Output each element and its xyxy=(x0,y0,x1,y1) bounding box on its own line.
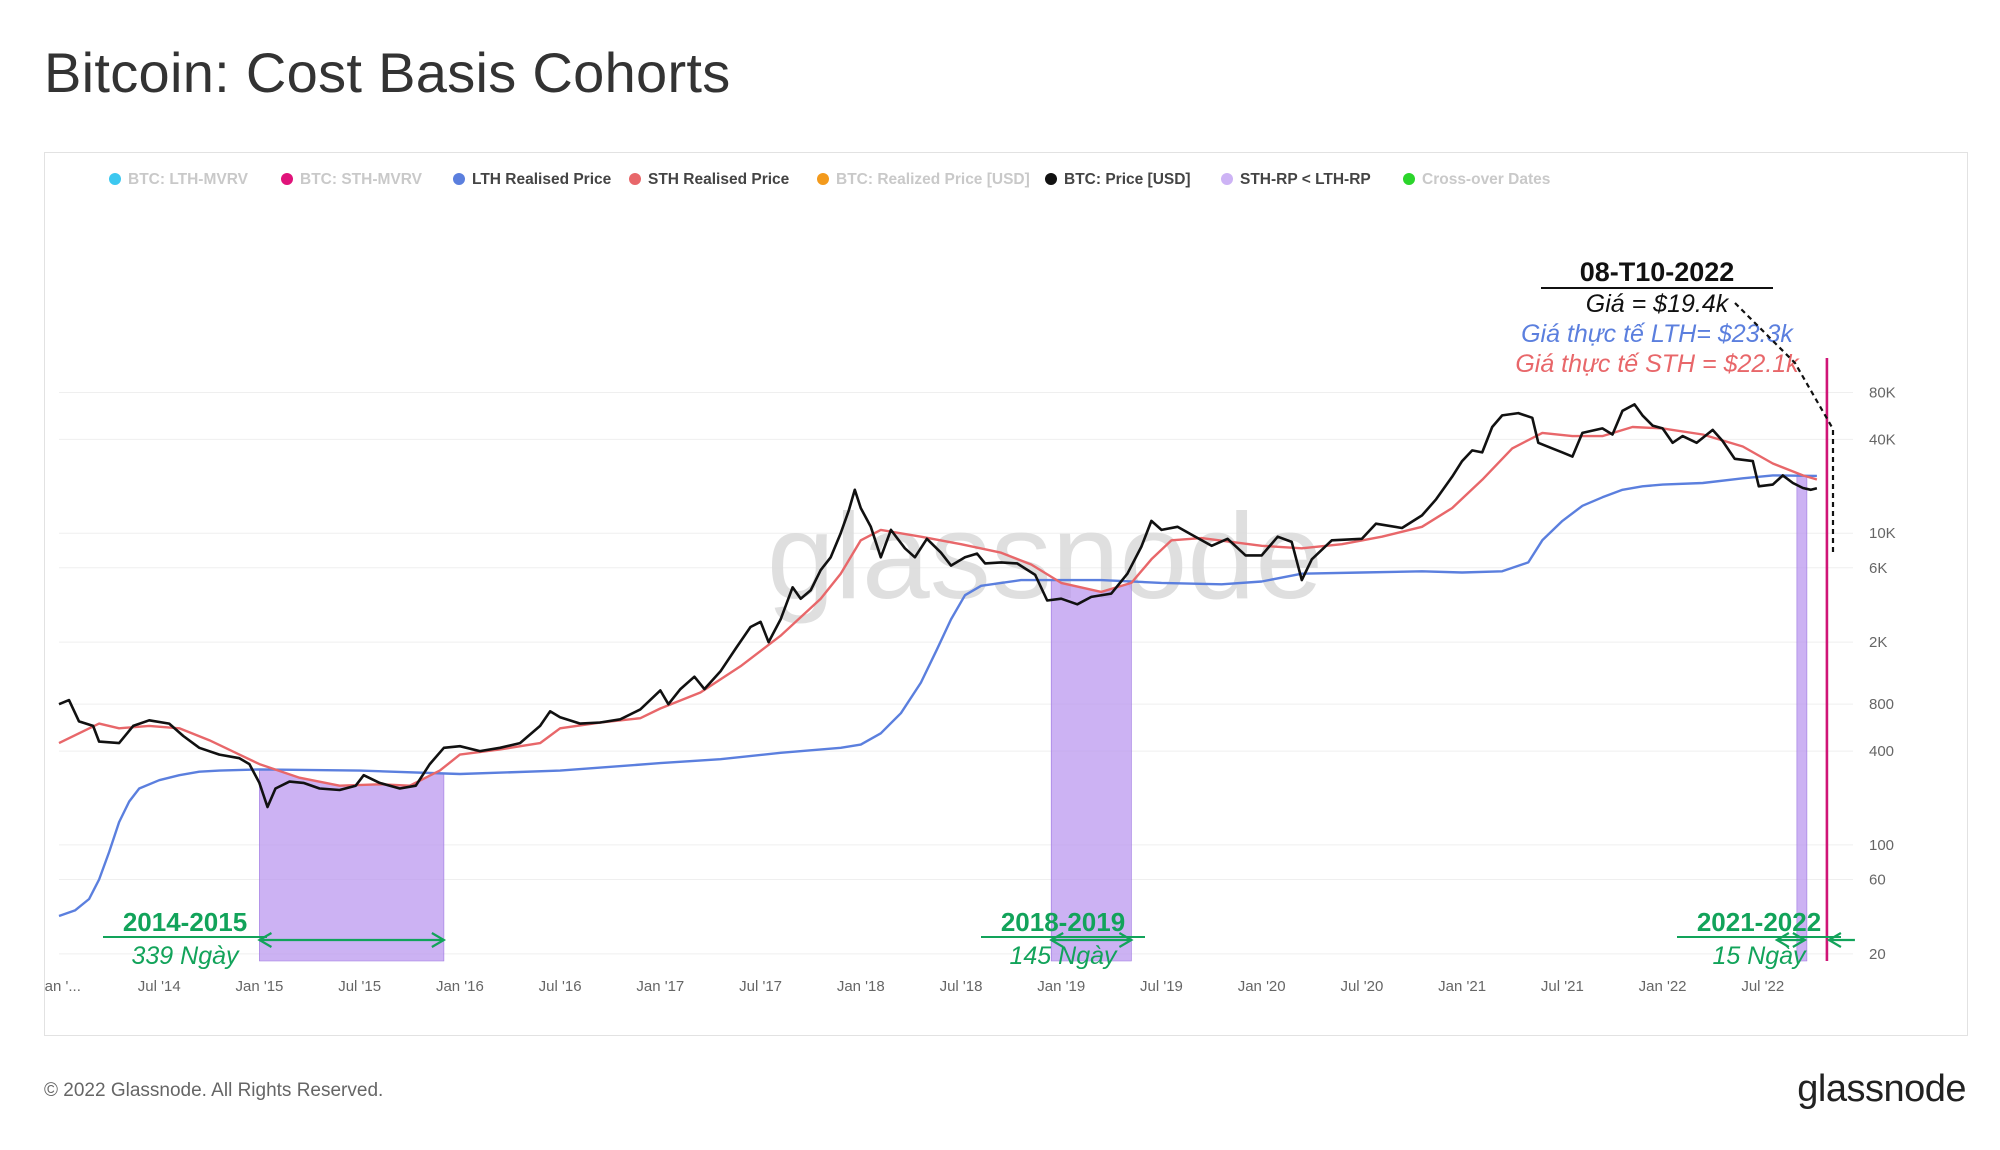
current-lth-label: Giá thực tế LTH= $23.3k xyxy=(1521,320,1794,348)
legend-swatch xyxy=(1221,173,1233,185)
shaded-period xyxy=(1050,579,1132,962)
legend-swatch xyxy=(281,173,293,185)
x-tick-label: Jul '16 xyxy=(539,978,582,995)
legend-swatch xyxy=(1403,173,1415,185)
x-tick-label: Jul '18 xyxy=(940,978,983,995)
legend-swatch xyxy=(1045,173,1057,185)
legend-label: STH Realised Price xyxy=(648,171,790,188)
legend-label: BTC: STH-MVRV xyxy=(300,171,423,188)
legend-swatch xyxy=(453,173,465,185)
x-tick-label: Jan '19 xyxy=(1037,978,1085,995)
x-tick-label: Jul '22 xyxy=(1741,978,1784,995)
glassnode-logo: glassnode xyxy=(1797,1068,1966,1110)
cohort-duration-label: 145 Ngày xyxy=(1009,942,1118,970)
series-lines xyxy=(58,403,1818,918)
legend-item: STH Realised Price xyxy=(629,171,790,188)
cohort-annotation: 2014-2015 339 Ngày xyxy=(103,907,447,970)
x-tick-label: Jan '17 xyxy=(636,978,684,995)
x-tick-label: Jul '19 xyxy=(1140,978,1183,995)
cohort-period-label: 2021-2022 xyxy=(1697,907,1821,937)
legend-item: Cross-over Dates xyxy=(1403,171,1550,188)
y-tick-label: 400 xyxy=(1869,743,1894,760)
x-tick-label: Jan '... xyxy=(45,978,81,995)
x-tick-label: Jul '14 xyxy=(138,978,181,995)
cohort-annotations: 2014-2015 339 Ngày 2018-2019 145 Ngày 2021-2… xyxy=(103,907,1855,970)
y-axis: 20 60 100 400 800 2K 6K 10K 40K 80K xyxy=(1869,384,1896,962)
legend-swatch xyxy=(109,173,121,185)
legend-item: BTC: LTH-MVRV xyxy=(109,171,249,188)
x-tick-label: Jan '22 xyxy=(1639,978,1687,995)
series-btc-price-usd xyxy=(58,403,1818,809)
shaded-periods xyxy=(259,475,1808,962)
legend-item: BTC: Price [USD] xyxy=(1045,171,1191,188)
x-tick-label: Jul '17 xyxy=(739,978,782,995)
x-tick-label: Jul '15 xyxy=(338,978,381,995)
y-tick-label: 2K xyxy=(1869,634,1887,651)
y-tick-label: 6K xyxy=(1869,560,1887,577)
legend-label: BTC: Price [USD] xyxy=(1064,171,1191,188)
legend-label: BTC: Realized Price [USD] xyxy=(836,171,1030,188)
legend-item: LTH Realised Price xyxy=(453,171,612,188)
x-tick-label: Jan '15 xyxy=(235,978,283,995)
y-tick-label: 20 xyxy=(1869,946,1886,963)
cohort-arrow-head-right xyxy=(431,932,447,948)
cohort-duration-label: 15 Ngày xyxy=(1712,942,1807,970)
series-sth-realised-price xyxy=(58,425,1818,787)
cohort-arrow-head-right xyxy=(1118,932,1134,948)
cohort-annotation: 2021-2022 15 Ngày xyxy=(1677,907,1855,970)
watermark: glassnode xyxy=(767,488,1323,624)
current-sth-label: Giá thực tế STH = $22.1k xyxy=(1515,350,1800,378)
legend-label: Cross-over Dates xyxy=(1422,171,1550,188)
x-tick-label: Jan '16 xyxy=(436,978,484,995)
shaded-period xyxy=(1796,475,1808,962)
y-tick-label: 100 xyxy=(1869,837,1894,854)
cohort-arrow-head-left xyxy=(1774,932,1790,948)
y-tick-label: 80K xyxy=(1869,384,1896,401)
copyright: © 2022 Glassnode. All Rights Reserved. xyxy=(44,1080,384,1101)
current-date-label: 08-T10-2022 xyxy=(1580,257,1735,287)
x-tick-label: Jul '20 xyxy=(1340,978,1383,995)
cohort-arrow-head-right xyxy=(1792,932,1808,948)
current-price-label: Giá = $19.4k xyxy=(1586,290,1730,318)
series-lth-realised-price xyxy=(58,474,1817,918)
x-tick-label: Jul '21 xyxy=(1541,978,1584,995)
legend-item: STH-RP < LTH-RP xyxy=(1221,171,1371,188)
current-value-box: 08-T10-2022 Giá = $19.4k Giá thực tế LTH… xyxy=(1515,257,1835,553)
page-title: Bitcoin: Cost Basis Cohorts xyxy=(44,41,731,104)
y-tick-label: 800 xyxy=(1869,696,1894,713)
cohort-period-label: 2018-2019 xyxy=(1001,907,1125,937)
legend-item: BTC: STH-MVRV xyxy=(281,171,423,188)
chart-svg: glassnode 20 60 100 400 800 2K 6K 10K 40K 80K Jan… xyxy=(45,171,1896,995)
legend: BTC: LTH-MVRV BTC: STH-MVRV LTH Realised P… xyxy=(109,171,1550,188)
cohort-arrow-head-left xyxy=(1826,932,1842,948)
cohort-annotation: 2018-2019 145 Ngày xyxy=(981,907,1145,970)
shaded-period xyxy=(259,769,445,962)
x-axis: Jan '... Jul '14 Jan '15 Jul '15 Jan '16 Jul … xyxy=(45,978,1784,995)
cohort-duration-label: 339 Ngày xyxy=(131,942,240,970)
x-tick-label: Jan '20 xyxy=(1238,978,1286,995)
chart-frame: glassnode 20 60 100 400 800 2K 6K 10K 40K 80K Jan… xyxy=(44,152,1968,1036)
cohort-arrow-head-left xyxy=(257,932,273,948)
cohort-arrow-head-left xyxy=(1049,932,1064,948)
y-tick-label: 10K xyxy=(1869,525,1896,542)
cohort-period-label: 2014-2015 xyxy=(123,907,247,937)
legend-label: LTH Realised Price xyxy=(472,171,612,188)
y-tick-label: 60 xyxy=(1869,872,1886,889)
legend-swatch xyxy=(817,173,829,185)
x-tick-label: Jan '21 xyxy=(1438,978,1486,995)
legend-item: BTC: Realized Price [USD] xyxy=(817,171,1030,188)
x-tick-label: Jan '18 xyxy=(837,978,885,995)
legend-label: STH-RP < LTH-RP xyxy=(1240,171,1371,188)
legend-swatch xyxy=(629,173,641,185)
legend-label: BTC: LTH-MVRV xyxy=(128,171,249,188)
y-tick-label: 40K xyxy=(1869,431,1896,448)
